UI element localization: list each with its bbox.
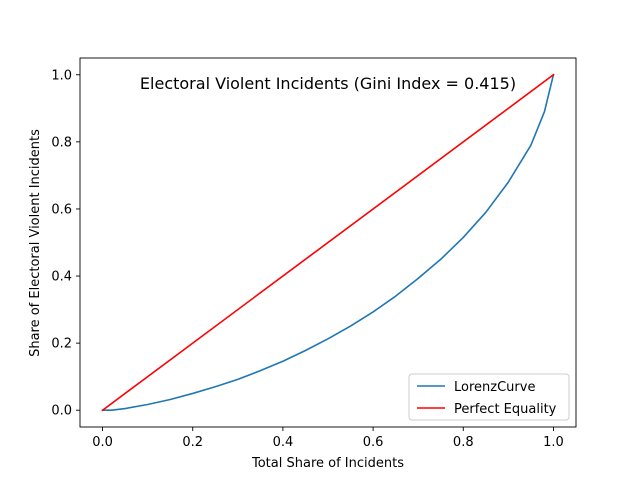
legend-box <box>408 373 570 421</box>
legend-label-0: LorenzCurve <box>454 380 535 395</box>
x-tick-label: 0.0 <box>92 435 113 450</box>
x-tick-label: 0.6 <box>363 435 384 450</box>
chart-title: Electoral Violent Incidents (Gini Index … <box>140 74 516 93</box>
axes: 0.0 0.2 0.4 0.6 0.8 1.0 0.0 0.2 0.4 0.6 0.8 1.0 <box>51 57 577 450</box>
x-tick-label: 0.4 <box>273 435 294 450</box>
labels: Electoral Violent Incidents (Gini Index … <box>28 74 516 471</box>
series-line-0 <box>101 73 555 412</box>
y-tick-label: 0.4 <box>51 270 72 285</box>
y-tick-label: 0.2 <box>51 337 72 352</box>
y-axis-label: Share of Electoral Violent Incidents <box>28 129 43 357</box>
series-line-1 <box>101 73 555 412</box>
legend: LorenzCurve Perfect Equality <box>408 373 570 421</box>
y-tick-label: 0.8 <box>51 135 72 150</box>
plot-area <box>101 73 555 412</box>
x-tick-label: 1.0 <box>543 435 564 450</box>
y-tick-label: 0.6 <box>51 202 72 217</box>
x-tick-label: 0.8 <box>453 435 474 450</box>
y-tick-label: 0.0 <box>51 404 72 419</box>
y-tick-label: 1.0 <box>51 68 72 83</box>
x-tick-label: 0.2 <box>182 435 203 450</box>
axes-frame <box>79 57 577 428</box>
x-axis-label: Total Share of Incidents <box>251 456 404 471</box>
legend-label-1: Perfect Equality <box>454 402 557 417</box>
